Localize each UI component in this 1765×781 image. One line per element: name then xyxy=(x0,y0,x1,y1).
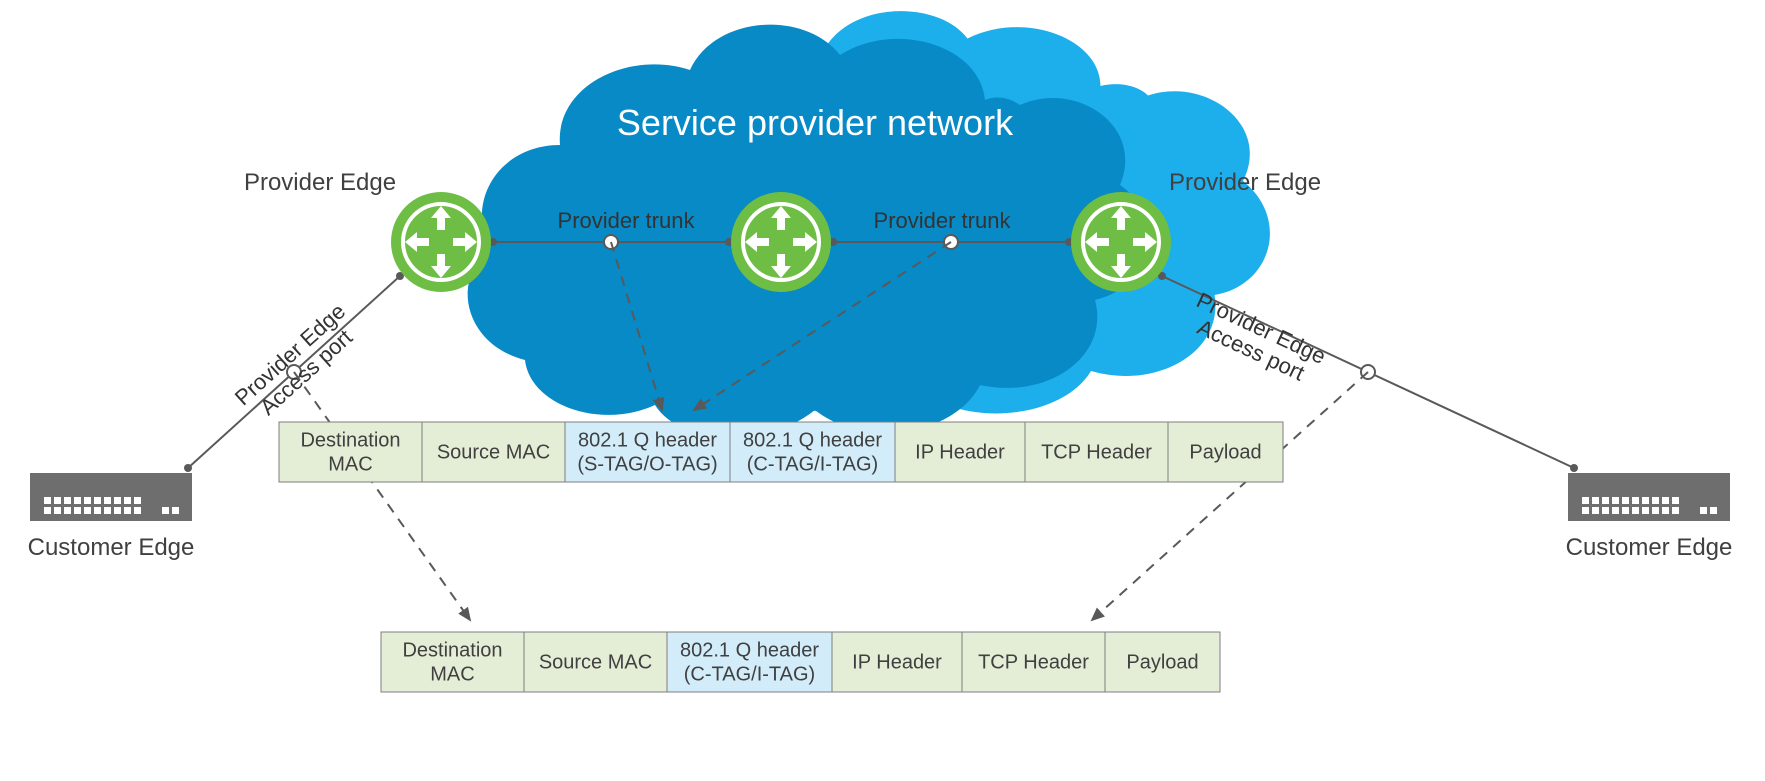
router-icon xyxy=(731,192,831,292)
svg-text:Destination: Destination xyxy=(300,429,400,451)
svg-text:802.1 Q header: 802.1 Q header xyxy=(680,639,819,661)
svg-text:Source MAC: Source MAC xyxy=(539,651,652,673)
router-icon xyxy=(391,192,491,292)
svg-text:MAC: MAC xyxy=(328,453,372,475)
ce-right-label: Customer Edge xyxy=(1566,534,1733,561)
router-icon xyxy=(1071,192,1171,292)
svg-text:(S-TAG/O-TAG): (S-TAG/O-TAG) xyxy=(577,453,717,475)
svg-text:(C-TAG/I-TAG): (C-TAG/I-TAG) xyxy=(747,453,878,475)
pe-right-label: Provider Edge xyxy=(1169,169,1321,196)
title-text: Service provider network xyxy=(617,102,1014,143)
svg-text:802.1 Q header: 802.1 Q header xyxy=(743,429,882,451)
pe-left-label: Provider Edge xyxy=(244,169,396,196)
svg-text:TCP Header: TCP Header xyxy=(1041,441,1152,463)
access-right-label: Provider Edge Access port xyxy=(1183,287,1330,390)
packet-bottom: DestinationMAC Source MAC 802.1 Q header(C… xyxy=(381,632,1220,692)
svg-text:802.1 Q header: 802.1 Q header xyxy=(578,429,717,451)
svg-text:TCP Header: TCP Header xyxy=(978,651,1089,673)
svg-text:Payload: Payload xyxy=(1189,441,1261,463)
switch-icon xyxy=(1568,473,1730,521)
svg-text:(C-TAG/I-TAG): (C-TAG/I-TAG) xyxy=(684,663,815,685)
svg-text:Payload: Payload xyxy=(1126,651,1198,673)
ce-left-label: Customer Edge xyxy=(28,534,195,561)
trunk1-label: Provider trunk xyxy=(558,208,696,233)
svg-text:Source MAC: Source MAC xyxy=(437,441,550,463)
svg-text:MAC: MAC xyxy=(430,663,474,685)
svg-text:IP Header: IP Header xyxy=(915,441,1005,463)
packet-top: DestinationMACSource MAC802.1 Q header(S… xyxy=(279,422,1283,482)
network-diagram: Service provider network Provider Edge P… xyxy=(0,0,1765,781)
access-left-label: Provider Edge Access port xyxy=(230,298,366,428)
svg-text:IP Header: IP Header xyxy=(852,651,942,673)
trunk2-label: Provider trunk xyxy=(874,208,1012,233)
switch-icon xyxy=(30,473,192,521)
svg-text:Destination: Destination xyxy=(402,639,502,661)
